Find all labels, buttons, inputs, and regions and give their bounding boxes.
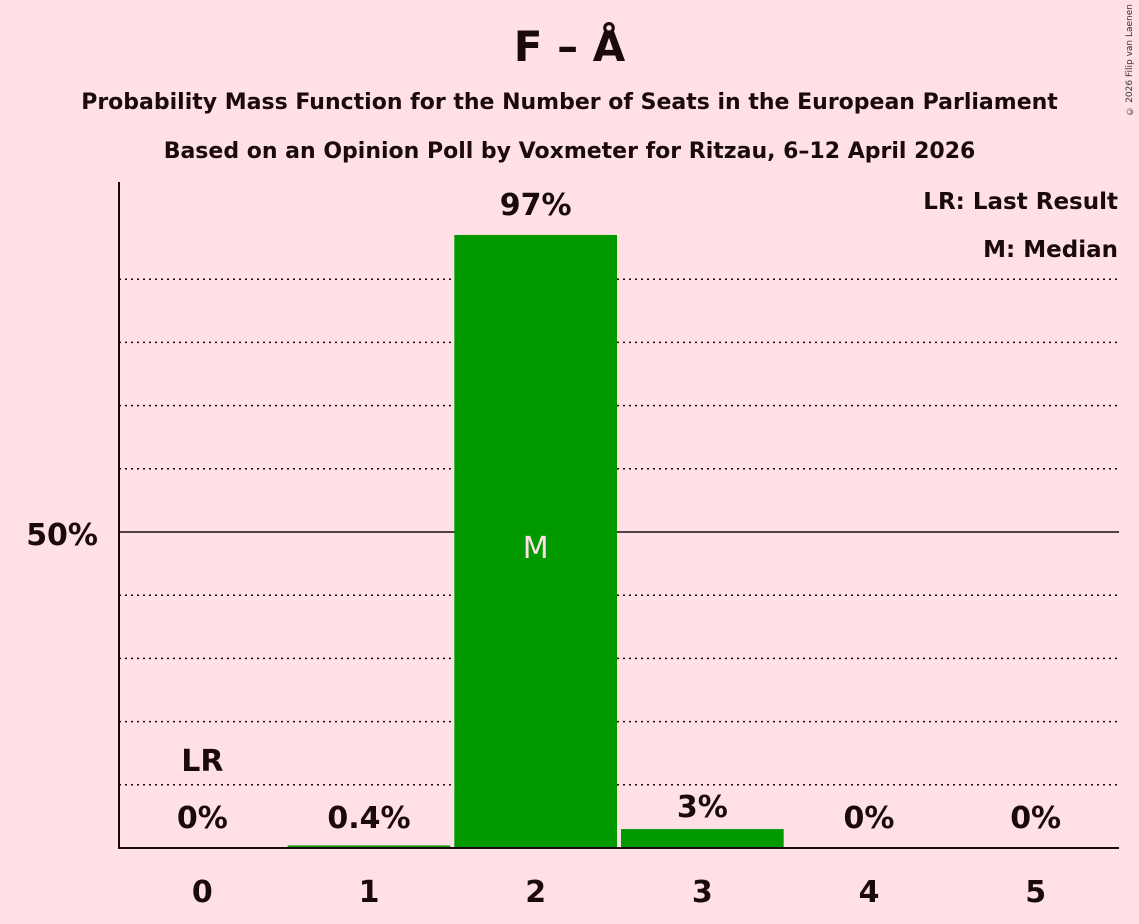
x-tick-label-5: 5	[1025, 875, 1046, 910]
x-tick-label-3: 3	[692, 875, 713, 910]
median-marker: M	[523, 531, 549, 566]
gridlines	[119, 278, 1119, 786]
x-tick-label-0: 0	[192, 875, 213, 910]
bar-seat-1	[287, 845, 451, 848]
value-label-seat-1: 0.4%	[327, 801, 410, 836]
chart-source: Based on an Opinion Poll by Voxmeter for…	[163, 139, 976, 164]
x-tick-label-2: 2	[525, 875, 546, 910]
legend-median: M: Median	[983, 237, 1118, 263]
value-label-seat-4: 0%	[844, 801, 895, 836]
bar-seat-3	[621, 829, 784, 848]
last-result-marker: LR	[181, 744, 223, 779]
value-label-seat-3: 3%	[677, 790, 728, 825]
bar-seat-2	[454, 234, 617, 848]
chart-subtitle: Probability Mass Function for the Number…	[81, 90, 1058, 115]
value-label-seat-2: 97%	[500, 188, 572, 223]
y-tick-label-50: 50%	[26, 518, 98, 553]
x-tick-label-1: 1	[359, 875, 380, 910]
value-labels: 0% 0 LR 0.4% 1 97% 2 M 3% 3 0% 4 0% 5	[177, 188, 1061, 910]
x-tick-label-4: 4	[859, 875, 880, 910]
legend-last-result: LR: Last Result	[923, 189, 1118, 215]
bars	[287, 234, 784, 848]
chart-title: F – Å	[513, 22, 626, 71]
value-label-seat-0: 0%	[177, 801, 228, 836]
value-label-seat-5: 0%	[1010, 801, 1061, 836]
